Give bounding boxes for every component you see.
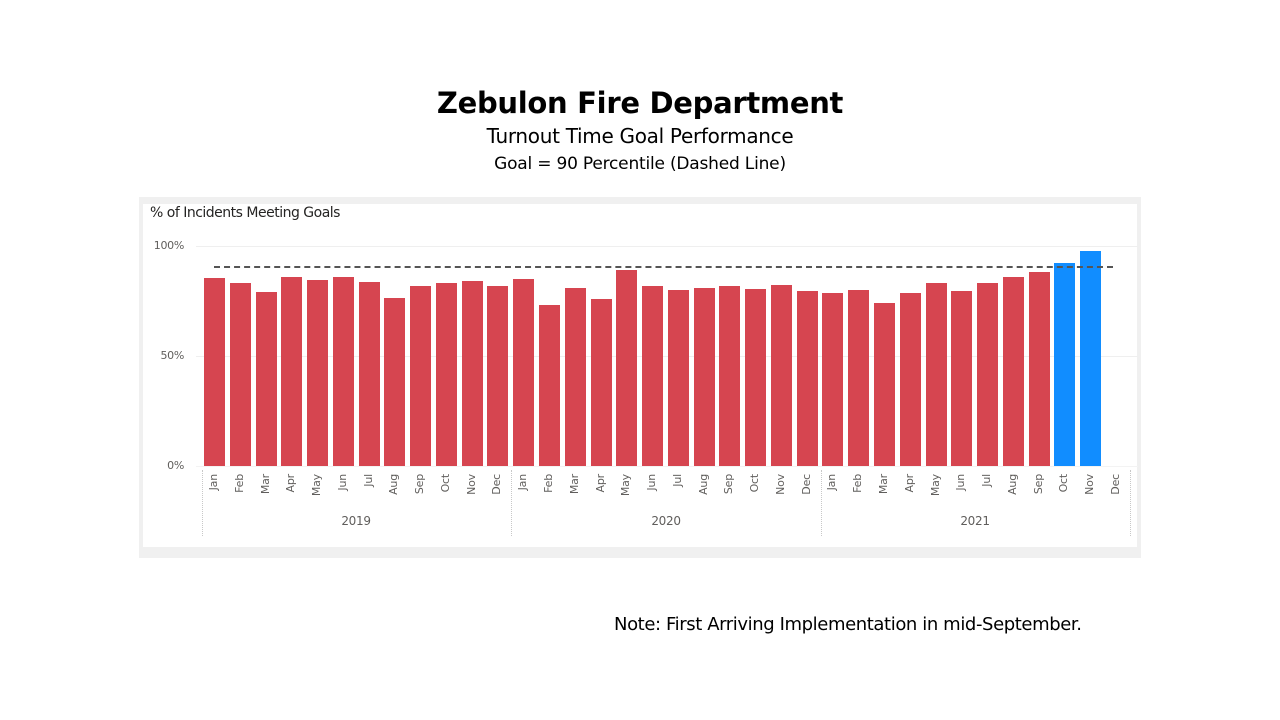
x-tick-label: Oct — [748, 474, 762, 493]
year-label-2021: 2021 — [960, 514, 990, 528]
bar-jan-2021[interactable] — [822, 293, 844, 466]
bar-sep-2019[interactable] — [410, 285, 432, 466]
bar-dec-2020[interactable] — [796, 291, 818, 466]
x-tick-label: Jul — [361, 474, 375, 487]
x-tick-label: Jun — [335, 474, 349, 491]
gridline-0 — [196, 466, 1138, 467]
x-tick-label: Aug — [387, 474, 401, 495]
x-tick-label: Jun — [954, 474, 968, 491]
bar-sep-2020[interactable] — [719, 286, 741, 466]
bar-jul-2021[interactable] — [977, 283, 999, 466]
bar-jan-2020[interactable] — [513, 279, 535, 466]
goal-description: Goal = 90 Percentile (Dashed Line) — [494, 154, 786, 174]
x-tick-label: Feb — [542, 474, 555, 493]
y-tick-50: 50% — [160, 349, 184, 362]
x-tick-label: Dec — [490, 474, 504, 495]
year-label-2020: 2020 — [651, 514, 681, 528]
bar-feb-2020[interactable] — [539, 305, 560, 466]
x-tick-label: May — [619, 474, 633, 497]
bar-mar-2020[interactable] — [564, 287, 586, 466]
page-subtitle: Turnout Time Goal Performance — [486, 124, 794, 148]
x-tick-label: May — [928, 474, 942, 497]
x-tick-label: Mar — [877, 474, 891, 495]
y-tick-0: 0% — [167, 459, 184, 472]
x-tick-label: Jan — [207, 474, 220, 491]
x-tick-label: Aug — [1005, 474, 1019, 495]
x-tick-label: Apr — [593, 474, 607, 493]
bar-aug-2021[interactable] — [1002, 276, 1024, 466]
page-title: Zebulon Fire Department — [436, 86, 844, 120]
bar-aug-2020[interactable] — [693, 288, 715, 466]
bar-jun-2021[interactable] — [951, 290, 973, 466]
y-tick-100: 100% — [153, 239, 185, 252]
x-tick-label: Jan — [516, 474, 530, 491]
bar-jan-2019[interactable] — [204, 277, 225, 466]
bar-oct-2020[interactable] — [745, 288, 767, 466]
bar-jul-2020[interactable] — [667, 290, 689, 466]
gridline-50 — [196, 356, 1138, 357]
x-tick-label: Jan — [825, 474, 839, 491]
x-tick-label: Jun — [645, 474, 659, 491]
bar-nov-2019[interactable] — [461, 281, 483, 466]
year-label-2019: 2019 — [341, 514, 371, 528]
x-tick-label: Aug — [696, 474, 710, 495]
bar-may-2019[interactable] — [307, 280, 329, 466]
x-tick-label: Oct — [438, 474, 452, 493]
bar-apr-2020[interactable] — [590, 298, 612, 466]
x-tick-label: Feb — [232, 474, 246, 493]
bar-jun-2019[interactable] — [332, 276, 354, 466]
bar-may-2020[interactable] — [616, 270, 638, 466]
bar-oct-2019[interactable] — [435, 282, 457, 466]
x-tick-label: Oct — [1057, 474, 1071, 493]
year-separator — [511, 470, 512, 536]
bar-nov-2020[interactable] — [770, 284, 792, 466]
x-tick-label: Sep — [413, 474, 427, 495]
year-separator — [202, 470, 203, 536]
bar-feb-2019[interactable] — [229, 283, 251, 466]
x-tick-label: Nov — [464, 474, 478, 495]
year-separator — [1130, 470, 1131, 536]
bar-apr-2019[interactable] — [281, 276, 303, 466]
x-tick-label: Jul — [670, 474, 684, 487]
x-tick-label: Dec — [1108, 474, 1122, 495]
bar-sep-2021[interactable] — [1028, 271, 1050, 466]
bar-mar-2019[interactable] — [255, 292, 277, 466]
x-tick-label: Apr — [284, 474, 298, 493]
bar-nov-2021[interactable] — [1080, 251, 1102, 466]
x-tick-label: Dec — [799, 474, 813, 495]
x-tick-label: Nov — [1083, 474, 1097, 495]
x-tick-label: Mar — [258, 474, 272, 495]
x-tick-label: Mar — [567, 474, 581, 495]
bar-dec-2019[interactable] — [487, 285, 509, 466]
x-tick-label: May — [310, 474, 324, 497]
bar-feb-2021[interactable] — [848, 290, 870, 466]
x-tick-label: Feb — [851, 474, 865, 493]
bar-may-2021[interactable] — [925, 283, 947, 466]
gridline-100 — [196, 246, 1138, 247]
x-tick-label: Apr — [902, 474, 916, 493]
title-block: Zebulon Fire Department Turnout Time Goa… — [0, 84, 1280, 178]
bar-jun-2020[interactable] — [642, 285, 664, 466]
x-tick-label: Sep — [722, 474, 736, 495]
bar-mar-2021[interactable] — [874, 303, 896, 466]
bar-aug-2019[interactable] — [384, 297, 406, 466]
bar-jul-2019[interactable] — [358, 282, 380, 466]
chart-title: % of Incidents Meeting Goals — [150, 205, 340, 221]
footnote: Note: First Arriving Implementation in m… — [614, 614, 1082, 635]
goal-dashed-line — [214, 266, 1113, 268]
x-tick-label: Sep — [1031, 474, 1045, 495]
year-separator — [821, 470, 822, 536]
x-tick-label: Nov — [773, 474, 787, 495]
bar-oct-2021[interactable] — [1054, 262, 1076, 466]
bar-apr-2021[interactable] — [899, 292, 921, 466]
x-tick-label: Jul — [980, 474, 994, 487]
